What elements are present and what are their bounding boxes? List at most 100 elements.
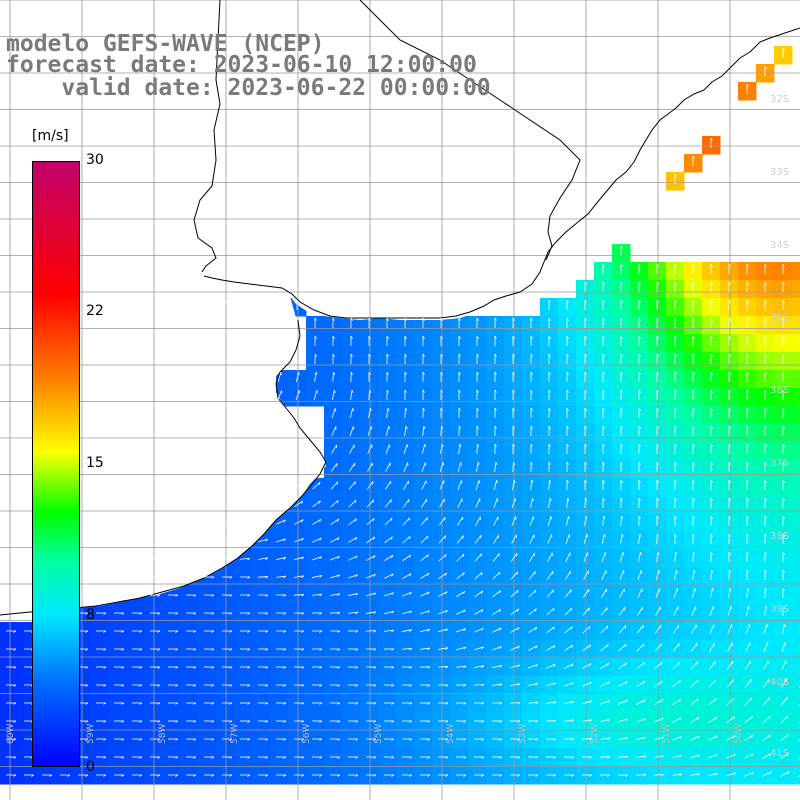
wind-arrow bbox=[709, 624, 715, 634]
wind-arrow-head bbox=[391, 738, 395, 741]
wind-arrow-head bbox=[570, 626, 573, 630]
wind-arrow bbox=[654, 661, 663, 670]
wind-arrow-head bbox=[355, 774, 359, 777]
wind-arrow-head bbox=[710, 533, 713, 537]
wind-arrow-head bbox=[607, 774, 611, 777]
wind-arrow-head bbox=[422, 353, 425, 357]
wind-arrow-head bbox=[638, 281, 641, 285]
wind-arrow-head bbox=[517, 702, 521, 705]
wind-arrow-head bbox=[622, 552, 624, 556]
wind-arrow-head bbox=[696, 680, 699, 684]
wind-arrow bbox=[672, 754, 682, 759]
wind-arrow bbox=[421, 498, 428, 508]
wind-arrow bbox=[385, 480, 392, 490]
wind-arrow bbox=[636, 662, 645, 670]
wind-arrow-head bbox=[13, 648, 17, 651]
wind-arrow-head bbox=[512, 425, 515, 429]
wind-arrow-head bbox=[319, 593, 323, 597]
wind-arrow-head bbox=[404, 353, 407, 357]
wind-arrow-head bbox=[319, 738, 323, 741]
wind-arrow bbox=[674, 551, 677, 563]
wind-arrow-head bbox=[517, 683, 521, 686]
wind-arrow-head bbox=[175, 738, 179, 741]
wind-arrow-head bbox=[139, 666, 143, 669]
wind-arrow bbox=[763, 642, 768, 652]
wind-arrow bbox=[655, 588, 660, 598]
wind-arrow-head bbox=[692, 353, 695, 357]
wind-arrow-head bbox=[351, 389, 354, 394]
wind-arrow bbox=[620, 534, 623, 545]
wind-arrow bbox=[618, 625, 626, 634]
wind-arrow-head bbox=[549, 497, 552, 502]
wind-arrow-head bbox=[764, 551, 767, 555]
wind-arrow-head bbox=[422, 317, 425, 321]
wind-cell bbox=[792, 676, 800, 695]
wind-arrow bbox=[744, 679, 752, 688]
wind-arrow-head bbox=[373, 648, 377, 651]
wind-arrow-head bbox=[530, 371, 533, 375]
wind-arrow-head bbox=[463, 720, 467, 723]
wind-arrow-head bbox=[193, 738, 197, 741]
wind-arrow-head bbox=[535, 626, 538, 630]
wind-arrow bbox=[421, 444, 426, 455]
wind-arrow-head bbox=[782, 389, 785, 393]
wind-arrow-head bbox=[355, 666, 359, 669]
wind-arrow-head bbox=[517, 720, 521, 723]
wind-arrow-head bbox=[638, 335, 641, 339]
wind-arrow-head bbox=[549, 479, 552, 483]
wind-arrow-head bbox=[85, 594, 89, 597]
wind-arrow-head bbox=[512, 335, 515, 339]
wind-arrow bbox=[764, 606, 767, 617]
wind-arrow bbox=[708, 716, 717, 724]
wind-arrow bbox=[492, 646, 502, 651]
wind-arrow bbox=[457, 516, 464, 526]
wind-arrow-head bbox=[625, 755, 629, 759]
wind-arrow-head bbox=[355, 630, 359, 633]
wind-arrow-head bbox=[247, 576, 251, 579]
wind-arrow-head bbox=[319, 648, 323, 651]
wind-arrow-head bbox=[422, 407, 425, 411]
wind-arrow-head bbox=[674, 173, 677, 177]
wind-arrow-head bbox=[373, 630, 377, 633]
wind-arrow-head bbox=[535, 701, 539, 705]
wind-arrow bbox=[619, 570, 624, 580]
wind-arrow-head bbox=[405, 426, 408, 430]
wind-arrow-head bbox=[517, 664, 520, 668]
wind-arrow-head bbox=[710, 389, 713, 393]
wind-arrow bbox=[780, 734, 789, 742]
wind-arrow-head bbox=[764, 317, 767, 321]
wind-arrow bbox=[617, 755, 629, 758]
wind-arrow-head bbox=[211, 738, 215, 741]
wind-arrow-head bbox=[121, 594, 125, 597]
wind-arrow-head bbox=[211, 702, 215, 705]
wind-arrow bbox=[780, 715, 789, 724]
wind-arrow bbox=[349, 408, 354, 419]
wind-arrow-head bbox=[568, 516, 570, 520]
wind-arrow bbox=[600, 662, 610, 670]
wind-arrow bbox=[600, 700, 610, 705]
colorbar-tick-22: 22 bbox=[86, 303, 104, 319]
wind-arrow bbox=[763, 678, 770, 688]
wind-arrow bbox=[294, 537, 304, 543]
wind-arrow-head bbox=[355, 611, 359, 615]
wind-arrow-head bbox=[693, 569, 696, 574]
lon-label-60w: 60W bbox=[6, 723, 16, 744]
wind-arrow-head bbox=[710, 497, 713, 501]
wind-arrow-head bbox=[355, 720, 359, 723]
wind-arrow-head bbox=[369, 389, 372, 393]
wind-arrow-head bbox=[674, 479, 677, 483]
wind-arrow-head bbox=[391, 648, 395, 651]
wind-arrow-head bbox=[211, 648, 215, 651]
wind-arrow-head bbox=[427, 684, 431, 687]
wind-arrow-head bbox=[584, 281, 587, 285]
wind-arrow-head bbox=[229, 774, 233, 777]
wind-arrow bbox=[439, 462, 444, 472]
wind-arrow bbox=[565, 552, 571, 562]
wind-arrow bbox=[203, 539, 215, 542]
wind-arrow bbox=[438, 609, 448, 615]
wind-arrow-head bbox=[476, 425, 479, 429]
wind-cell bbox=[792, 352, 800, 371]
wind-arrow bbox=[332, 390, 335, 401]
wind-arrow-head bbox=[584, 299, 587, 303]
wind-arrow bbox=[780, 771, 790, 777]
